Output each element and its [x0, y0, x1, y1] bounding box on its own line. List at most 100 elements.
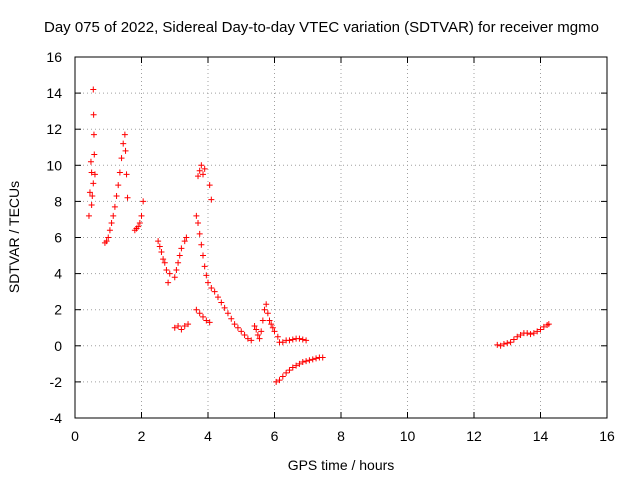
data-point: [241, 331, 248, 338]
data-point: [89, 192, 96, 199]
data-point: [258, 328, 265, 335]
data-point: [500, 340, 507, 347]
data-point: [200, 252, 207, 259]
data-point: [113, 192, 120, 199]
data-point: [165, 279, 172, 286]
grid-lines: [75, 57, 607, 418]
data-point: [196, 230, 203, 237]
data-point: [185, 321, 192, 328]
data-point: [183, 234, 190, 241]
data-point: [206, 182, 213, 189]
data-point: [296, 360, 303, 367]
data-point: [121, 131, 128, 138]
y-tick-label: 0: [54, 338, 62, 354]
data-point: [218, 299, 225, 306]
data-point: [259, 317, 266, 324]
x-tick-label: 16: [599, 428, 615, 444]
data-point: [201, 165, 208, 172]
data-point: [140, 198, 147, 205]
data-point: [200, 171, 207, 178]
data-point: [234, 324, 241, 331]
data-point: [138, 212, 145, 219]
data-point: [208, 196, 215, 203]
data-point: [136, 220, 143, 227]
data-point: [110, 212, 117, 219]
y-tick-label: 10: [46, 157, 62, 173]
data-point: [268, 321, 275, 328]
data-point: [120, 140, 127, 147]
data-point: [163, 266, 170, 273]
x-tick-label: 14: [533, 428, 549, 444]
data-point: [214, 294, 221, 301]
data-point: [537, 326, 544, 333]
data-point: [135, 223, 142, 230]
data-point: [507, 339, 514, 346]
chart-title: Day 075 of 2022, Sidereal Day-to-day VTE…: [44, 19, 599, 36]
data-point: [319, 354, 326, 361]
y-tick-label: 2: [54, 302, 62, 318]
data-point: [286, 367, 293, 374]
data-point: [303, 337, 310, 344]
data-point: [263, 301, 270, 308]
data-point: [205, 279, 211, 286]
data-point: [193, 212, 200, 219]
data-point: [198, 162, 205, 169]
data-point: [276, 377, 283, 384]
data-point: [221, 304, 228, 311]
data-point: [530, 330, 537, 337]
data-point: [195, 220, 202, 227]
x-tick-label: 2: [138, 428, 146, 444]
data-point: [256, 335, 263, 342]
data-point: [510, 336, 517, 343]
data-point: [545, 321, 552, 328]
data-point: [111, 203, 118, 210]
data-point: [261, 306, 268, 313]
data-point: [524, 330, 531, 337]
data-point: [201, 263, 208, 270]
data-point: [303, 358, 310, 365]
data-point: [289, 336, 296, 343]
data-point: [254, 331, 261, 338]
data-point: [203, 317, 210, 324]
data-point: [193, 306, 200, 313]
y-tick-label: 8: [54, 193, 62, 209]
data-point: [313, 355, 320, 362]
x-tick-label: 6: [271, 428, 279, 444]
data-point: [251, 322, 258, 329]
x-tick-label: 8: [337, 428, 345, 444]
data-point: [296, 335, 303, 342]
data-point: [171, 274, 178, 281]
data-point: [195, 173, 202, 180]
data-point: [90, 86, 97, 93]
x-tick-label: 0: [71, 428, 79, 444]
data-point: [206, 319, 213, 326]
data-point: [175, 322, 182, 329]
data-point: [160, 256, 167, 263]
data-point: [176, 252, 183, 259]
data-point: [299, 359, 306, 366]
data-point: [156, 243, 163, 250]
data-point: [161, 259, 168, 266]
data-point: [514, 333, 521, 340]
x-tick-label: 12: [466, 428, 482, 444]
x-tick-label: 4: [204, 428, 212, 444]
data-point: [231, 321, 238, 328]
data-point: [90, 131, 97, 138]
y-tick-label: 14: [46, 85, 62, 101]
data-point: [103, 238, 110, 245]
data-point: [116, 169, 123, 176]
data-point: [178, 326, 185, 333]
data-point: [540, 323, 547, 330]
x-axis-label: GPS time / hours: [288, 457, 395, 473]
data-point: [504, 340, 511, 347]
data-point: [228, 315, 235, 322]
data-points: [85, 86, 552, 385]
data-point: [253, 326, 260, 333]
y-axis-label: SDTVAR / TECUs: [6, 181, 22, 293]
y-tick-label: 16: [46, 49, 62, 65]
data-point: [527, 331, 534, 338]
data-point: [279, 373, 286, 380]
y-tick-label: -2: [50, 374, 63, 390]
data-point: [274, 333, 281, 340]
